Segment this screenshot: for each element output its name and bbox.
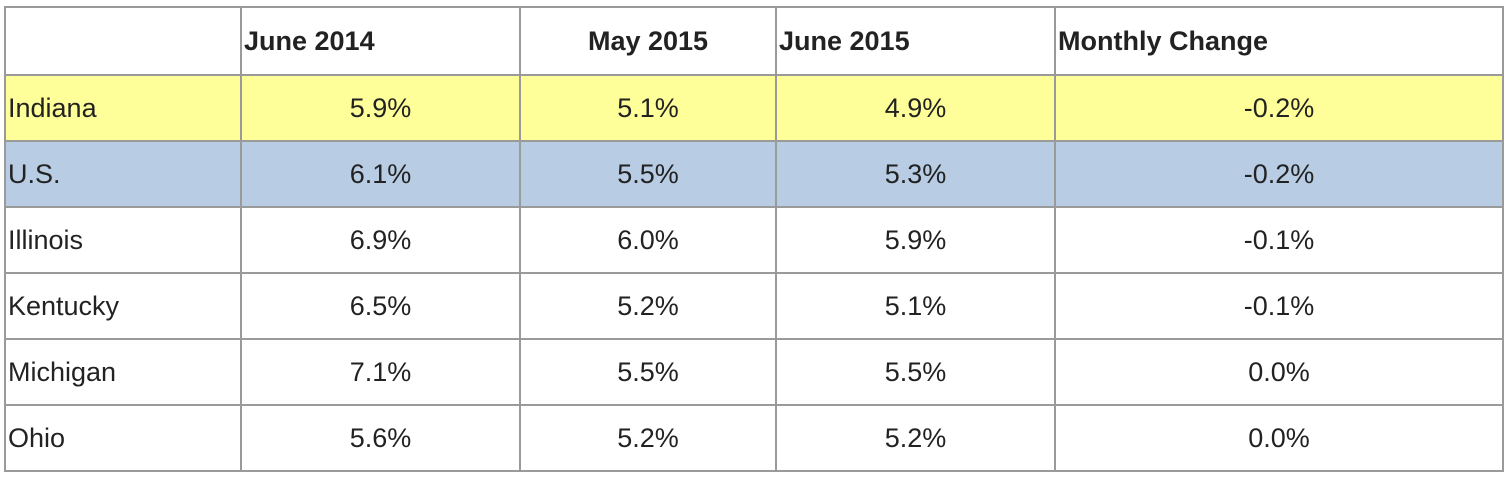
table-row: Illinois 6.9% 6.0% 5.9% -0.1% (4, 206, 1504, 274)
value-cell: -0.2% (1054, 140, 1504, 208)
value-cell: 6.1% (240, 140, 521, 208)
value-cell: 5.2% (775, 404, 1056, 472)
row-label: Kentucky (4, 272, 242, 340)
value-cell: 0.0% (1054, 338, 1504, 406)
value-cell: 5.1% (775, 272, 1056, 340)
value-cell: 5.5% (519, 338, 777, 406)
table-body: Indiana 5.9% 5.1% 4.9% -0.2% U.S. 6.1% 5.5% 5.3%… (4, 74, 1504, 472)
value-cell: 5.6% (240, 404, 521, 472)
value-cell: 5.5% (519, 140, 777, 208)
value-cell: -0.2% (1054, 74, 1504, 142)
value-cell: 5.2% (519, 272, 777, 340)
value-cell: -0.1% (1054, 206, 1504, 274)
table-row: Ohio 5.6% 5.2% 5.2% 0.0% (4, 404, 1504, 472)
value-cell: 5.5% (775, 338, 1056, 406)
value-cell: 0.0% (1054, 404, 1504, 472)
table-row: Kentucky 6.5% 5.2% 5.1% -0.1% (4, 272, 1504, 340)
row-label: Ohio (4, 404, 242, 472)
value-cell: 6.9% (240, 206, 521, 274)
value-cell: 5.1% (519, 74, 777, 142)
header-cell: June 2015 (775, 6, 1056, 76)
header-cell: June 2014 (240, 6, 521, 76)
value-cell: 7.1% (240, 338, 521, 406)
row-label: Michigan (4, 338, 242, 406)
header-row: June 2014 May 2015 June 2015 Monthly Cha… (4, 6, 1504, 76)
value-cell: 6.5% (240, 272, 521, 340)
table-row: Michigan 7.1% 5.5% 5.5% 0.0% (4, 338, 1504, 406)
table-row: Indiana 5.9% 5.1% 4.9% -0.2% (4, 74, 1504, 142)
header-cell: Monthly Change (1054, 6, 1504, 76)
value-cell: 5.9% (240, 74, 521, 142)
value-cell: 6.0% (519, 206, 777, 274)
header-cell: May 2015 (519, 6, 777, 76)
value-cell: -0.1% (1054, 272, 1504, 340)
row-label: U.S. (4, 140, 242, 208)
table-container: June 2014 May 2015 June 2015 Monthly Cha… (4, 6, 1504, 472)
value-cell: 5.3% (775, 140, 1056, 208)
table-row: U.S. 6.1% 5.5% 5.3% -0.2% (4, 140, 1504, 208)
row-label: Illinois (4, 206, 242, 274)
value-cell: 4.9% (775, 74, 1056, 142)
row-label: Indiana (4, 74, 242, 142)
data-table: June 2014 May 2015 June 2015 Monthly Cha… (4, 6, 1504, 472)
value-cell: 5.9% (775, 206, 1056, 274)
value-cell: 5.2% (519, 404, 777, 472)
header-cell (4, 6, 242, 76)
